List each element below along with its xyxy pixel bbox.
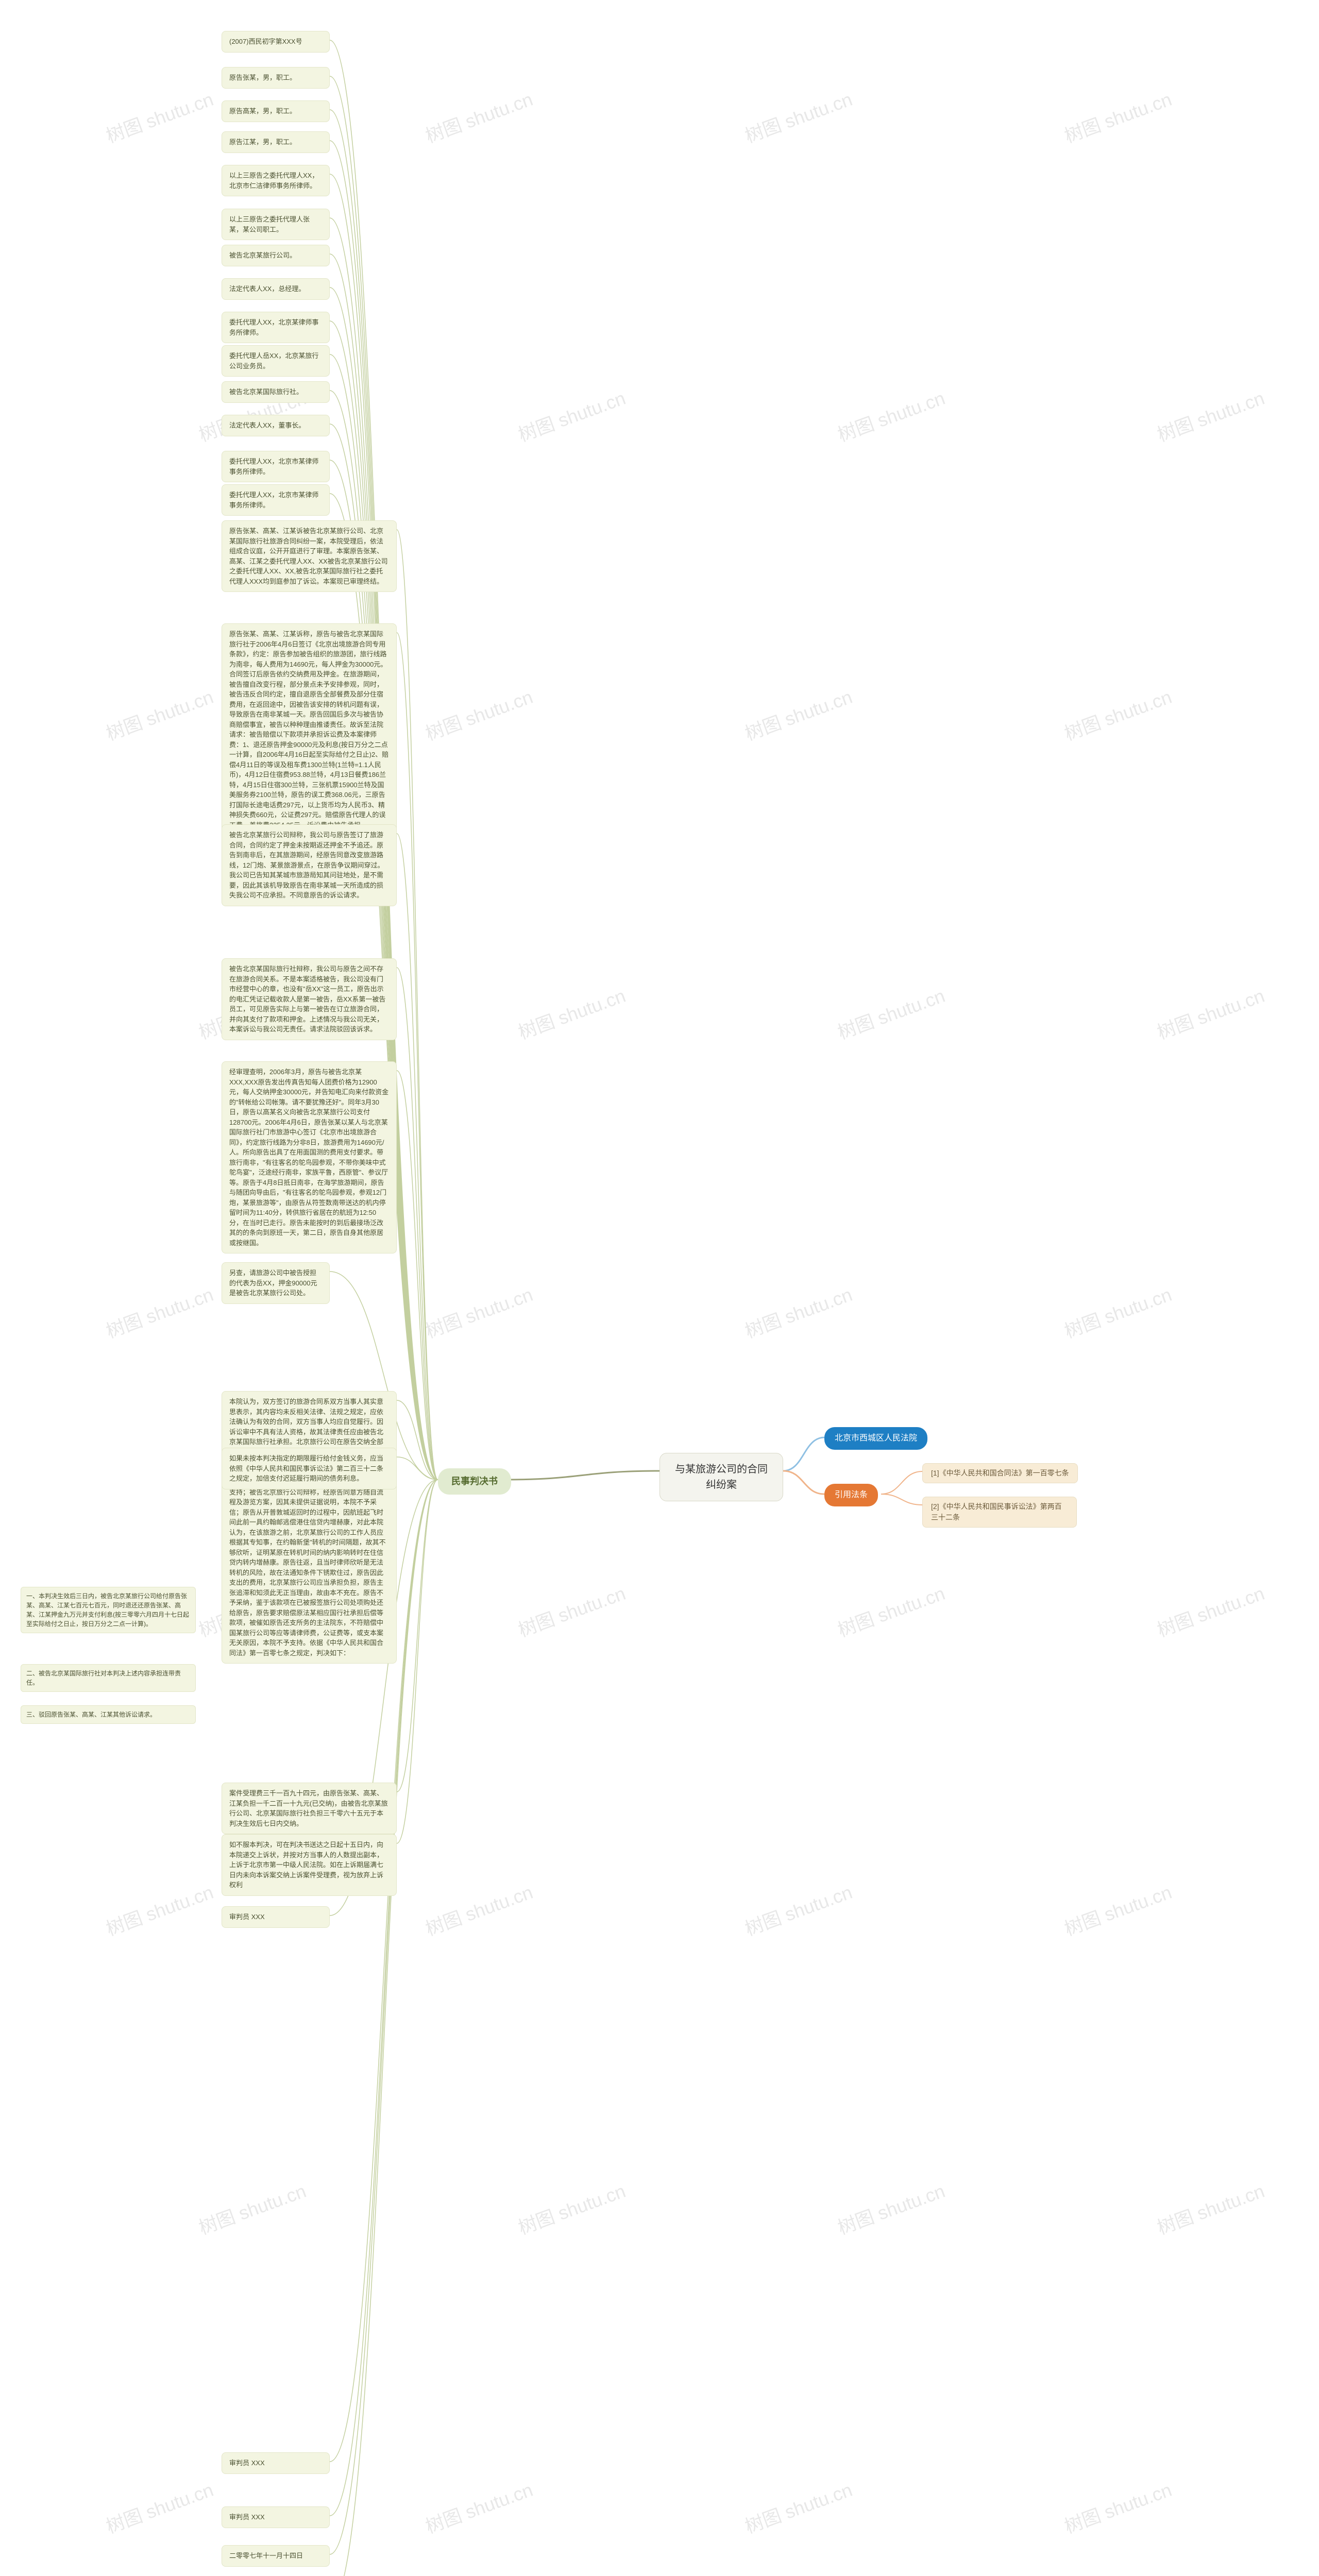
- doc-node-27: 二零零七年十一月十四日: [222, 2545, 330, 2567]
- doc-node-20: 本院认为，双方签订的旅游合同系双方当事人其实意思表示，其内容均未反相关法律、法规…: [222, 1391, 397, 1664]
- sub-node-0: 一、本判决生效后三日内，被告北京某旅行公司给付原告张某、高某、江某七百元七百元，…: [21, 1587, 196, 1633]
- doc-node-13: 委托代理人XX，北京市某律师事务所律师。: [222, 484, 330, 516]
- doc-node-26: 审判员 XXX: [222, 2506, 330, 2528]
- doc-node-3: 原告江某，男，职工。: [222, 131, 330, 153]
- doc-node-8: 委托代理人XX，北京某律师事务所律师。: [222, 312, 330, 343]
- law-branch: 引用法条: [824, 1484, 878, 1506]
- law-ref-2: [2]《中华人民共和国民事诉讼法》第两百三十二条: [922, 1497, 1077, 1528]
- sub-node-1: 二、被告北京某国际旅行社对本判决上述内容承担连带责任。: [21, 1664, 196, 1692]
- connector-layer: [0, 0, 1319, 2576]
- doc-node-4: 以上三原告之委托代理人XX，北京市仁洁律师事务所律师。: [222, 165, 330, 196]
- doc-node-19: 另查，请旅游公司中被告授担的代表为岳XX，押金90000元是被告北京某旅行公司处…: [222, 1262, 330, 1304]
- doc-node-0: (2007)西民初字第XXX号: [222, 31, 330, 53]
- law-ref-1: [1]《中华人民共和国合同法》第一百零七条: [922, 1463, 1078, 1483]
- doc-node-16: 被告北京某旅行公司辩称，我公司与原告签订了旅游合同，合同约定了押金未按期返还押金…: [222, 824, 397, 906]
- court-branch: 北京市西城区人民法院: [824, 1427, 927, 1450]
- doc-node-15: 原告张某、高某、江某诉称，原告与被告北京某国际旅行社于2006年4月6日签订《北…: [222, 623, 397, 836]
- doc-node-23: 如不服本判决，可在判决书送达之日起十五日内，向本院递交上诉状，并按对方当事人的人…: [222, 1834, 397, 1896]
- doc-node-21: 如果未按本判决指定的期限履行给付金钱义务，应当依照《中华人民共和国民事诉讼法》第…: [222, 1448, 397, 1489]
- doc-node-18: 经审理查明，2006年3月，原告与被告北京某XXX,XXX原告发出传真告知每人团…: [222, 1061, 397, 1253]
- doc-node-2: 原告高某，男，职工。: [222, 100, 330, 122]
- doc-node-24: 审判员 XXX: [222, 1906, 330, 1928]
- root-node: 与某旅游公司的合同纠纷案: [660, 1453, 783, 1501]
- title-branch: 民事判决书: [438, 1468, 511, 1495]
- doc-node-12: 委托代理人XX，北京市某律师事务所律师。: [222, 451, 330, 482]
- doc-node-17: 被告北京某国际旅行社辩称，我公司与原告之间不存在旅游合同关系。不是本案适格被告，…: [222, 958, 397, 1040]
- doc-node-5: 以上三原告之委托代理人张某，某公司职工。: [222, 209, 330, 240]
- doc-node-11: 法定代表人XX，董事长。: [222, 415, 330, 436]
- doc-node-25: 审判员 XXX: [222, 2452, 330, 2474]
- doc-node-7: 法定代表人XX，总经理。: [222, 278, 330, 300]
- doc-node-22: 案件受理费三千一百九十四元，由原告张某、高某、江某负担一千二百一十九元(已交纳)…: [222, 1783, 397, 1834]
- sub-node-2: 三、驳回原告张某、高某、江某其他诉讼请求。: [21, 1705, 196, 1724]
- doc-node-1: 原告张某，男，职工。: [222, 67, 330, 89]
- doc-node-9: 委托代理人岳XX，北京某旅行公司业务员。: [222, 345, 330, 377]
- doc-node-14: 原告张某、高某、江某诉被告北京某旅行公司、北京某国际旅行社旅游合同纠纷一案，本院…: [222, 520, 397, 592]
- doc-node-6: 被告北京某旅行公司。: [222, 245, 330, 266]
- doc-node-10: 被告北京某国际旅行社。: [222, 381, 330, 403]
